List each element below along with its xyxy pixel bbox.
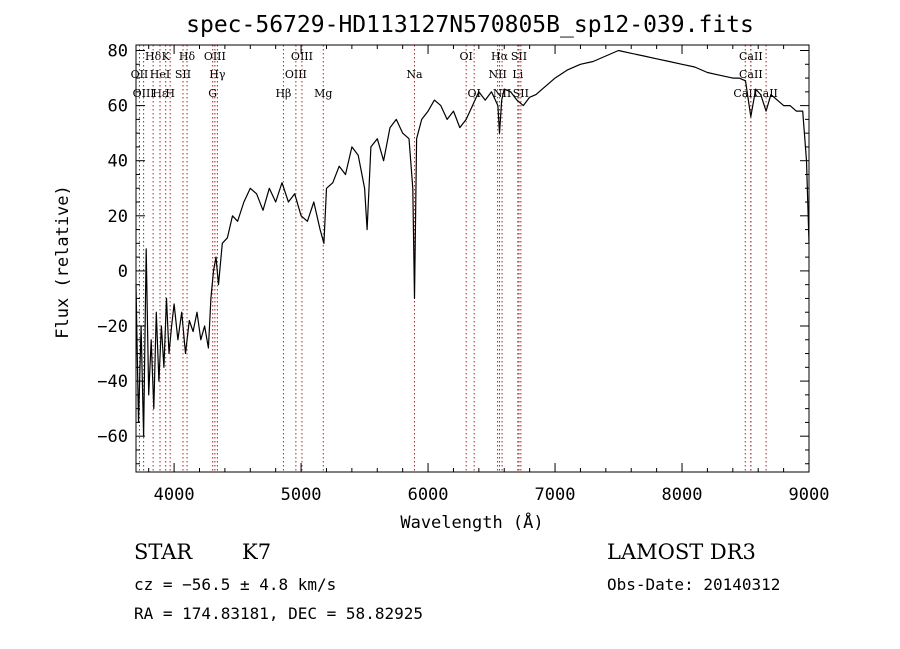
spectral-line-label: Hα [491,50,509,63]
x-tick-label: 8000 [662,485,703,505]
spectral-line-label: Hγ [209,68,226,81]
spectral-line-label: SII [511,50,527,63]
chart-title: spec-56729-HD113127N570805B_sp12-039.fit… [186,12,754,38]
survey-name: LAMOST DR3 [607,540,756,564]
spectral-line-label: HeI [150,68,170,81]
spectral-line-label: Hδ [179,50,196,63]
x-tick-label: 7000 [535,485,576,505]
y-tick-label: −40 [97,372,128,392]
spectral-line-label: CaII [739,50,763,63]
subclass: K7 [242,540,272,564]
spectral-line-label: OIII [291,50,313,63]
x-tick-label: 9000 [789,485,830,505]
plot-frame [135,44,810,473]
spectral-line-label: OIII [133,87,155,100]
x-axis: 4000 5000 6000 7000 8000 9000 [148,45,830,505]
spectral-line-label: SII [513,87,529,100]
x-axis-label: Wavelength (Å) [400,511,543,533]
spectrum-line [135,49,810,437]
spectral-line-label: Mg [314,87,332,100]
spectral-line-label: K [162,50,171,63]
spectrum-series [135,49,810,437]
spectral-line-label: SII [175,68,191,81]
spectral-line-label: H [165,87,175,100]
x-tick-label: 6000 [408,485,449,505]
x-tick-label: 5000 [281,485,322,505]
y-tick-label: −20 [97,317,128,337]
object-type: STAR [134,540,193,564]
spectral-line-label: NII [488,68,506,81]
y-tick-label: 0 [118,262,128,282]
spectral-line-label: G [208,87,217,100]
y-tick-label: 60 [108,97,128,117]
spectral-line-label: OI [467,87,480,100]
spectral-line-label: OI [459,50,472,63]
spectral-line-label: Hβ [275,87,291,100]
x-tick-label: 4000 [154,485,195,505]
spectral-line-label: Hδ [145,50,162,63]
spectral-line-label: Na [406,68,423,81]
y-tick-label: 20 [108,207,128,227]
spectral-line-label: CaII [754,87,778,100]
redshift-info: cz = −56.5 ± 4.8 km/s [134,575,337,594]
observation-date: Obs-Date: 20140312 [607,575,781,594]
coordinates: RA = 174.83181, DEC = 58.82925 [134,604,423,623]
spectral-line-label: Li [512,68,523,81]
y-tick-label: 40 [108,152,128,172]
y-tick-label: −60 [97,427,128,447]
spectral-line-label: OIII [285,68,307,81]
y-axis-label: Flux (relative) [53,185,73,339]
spectral-line-label: OIII [204,50,226,63]
y-axis: −60 −40 −20 0 20 40 60 80 [97,42,809,465]
spectral-line-label: OII [131,68,149,81]
y-tick-label: 80 [108,42,128,62]
